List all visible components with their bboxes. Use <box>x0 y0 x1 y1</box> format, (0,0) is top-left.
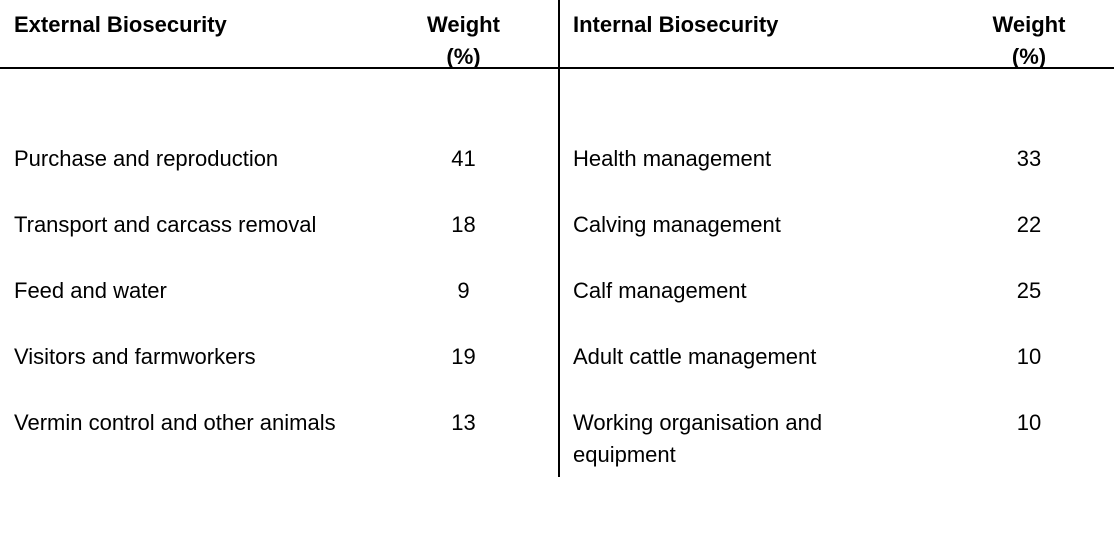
row-weight: 9 <box>457 278 470 303</box>
row-weight: 10 <box>1016 344 1042 369</box>
column-divider-rule <box>558 0 560 477</box>
table-row: Working organisation and equipment 10 <box>573 390 1114 471</box>
table-row: Visitors and farmworkers 19 <box>14 324 558 390</box>
row-label: Feed and water <box>14 278 167 303</box>
row-label: Visitors and farmworkers <box>14 344 256 369</box>
row-label: Health management <box>573 146 772 171</box>
row-weight: 19 <box>451 344 476 369</box>
external-rows: Purchase and reproduction 41 Transport a… <box>14 126 558 456</box>
external-category-header: External Biosecurity <box>14 12 227 37</box>
row-label: Vermin control and other animals <box>14 410 336 435</box>
row-label: Adult cattle management <box>573 344 817 369</box>
table-row: Purchase and reproduction 41 <box>14 126 558 192</box>
header-underline-rule <box>0 67 1114 69</box>
internal-category-header: Internal Biosecurity <box>573 12 779 37</box>
row-weight: 18 <box>451 212 476 237</box>
table-row: Transport and carcass removal 18 <box>14 192 558 258</box>
row-weight: 13 <box>451 410 476 435</box>
row-label: Calf management <box>573 278 747 303</box>
internal-biosecurity-panel: Internal Biosecurity Weight (%) Health m… <box>560 0 1114 533</box>
table-row: Adult cattle management 10 <box>573 324 1114 390</box>
row-label: Working organisation and equipment <box>573 410 823 467</box>
row-weight: 41 <box>451 146 476 171</box>
internal-header-row: Internal Biosecurity Weight (%) <box>573 0 1114 73</box>
table-row: Vermin control and other animals 13 <box>14 390 558 456</box>
row-label: Transport and carcass removal <box>14 212 317 237</box>
row-label: Calving management <box>573 212 781 237</box>
internal-rows: Health management 33 Calving management … <box>573 126 1114 471</box>
row-weight: 25 <box>1016 278 1042 303</box>
external-header-row: External Biosecurity Weight (%) <box>14 0 558 73</box>
row-weight: 33 <box>1016 146 1042 171</box>
table-row: Feed and water 9 <box>14 258 558 324</box>
table-row: Health management 33 <box>573 126 1114 192</box>
row-label: Purchase and reproduction <box>14 146 279 171</box>
internal-weight-header: Weight (%) <box>992 12 1066 69</box>
external-biosecurity-panel: External Biosecurity Weight (%) Purchase… <box>14 0 558 456</box>
row-weight: 22 <box>1016 212 1042 237</box>
row-weight: 10 <box>1016 410 1042 435</box>
table-row: Calf management 25 <box>573 258 1114 324</box>
external-weight-header: Weight (%) <box>427 12 500 69</box>
table-row: Calving management 22 <box>573 192 1114 258</box>
